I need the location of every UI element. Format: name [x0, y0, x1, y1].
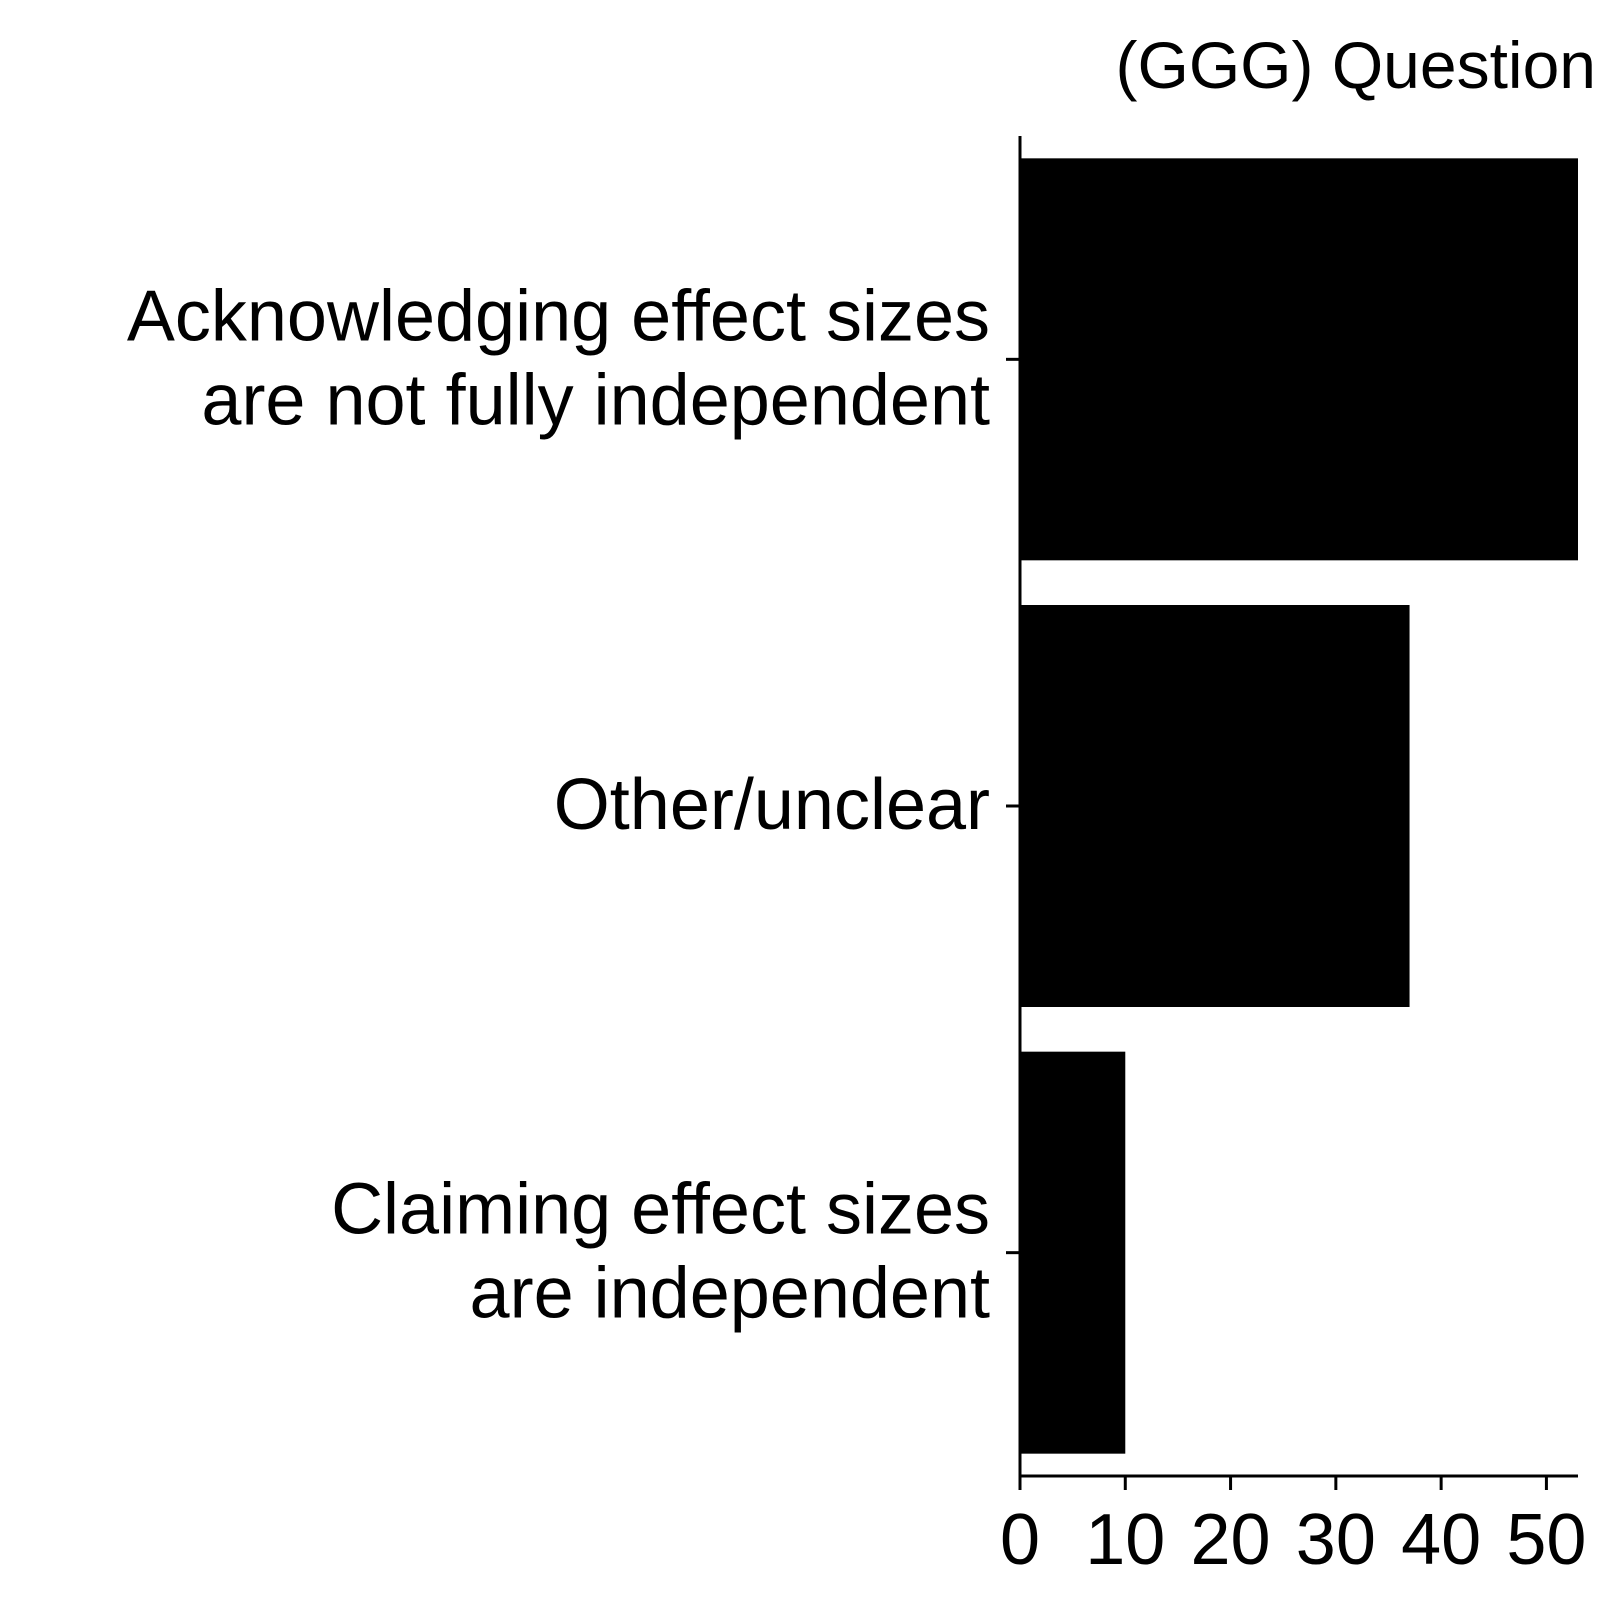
bar [1020, 1051, 1126, 1454]
bars-layer [1020, 158, 1578, 1454]
x-axis: 0 10 20 30 40 50 [1000, 1474, 1586, 1580]
x-tick-label: 50 [1506, 1500, 1586, 1580]
x-tick-label: 30 [1296, 1500, 1376, 1580]
x-tick-label: 10 [1085, 1500, 1165, 1580]
x-tick-label: 0 [1000, 1500, 1040, 1580]
category-label: are not fully independent [201, 360, 990, 440]
bar [1020, 605, 1410, 1007]
category-label: Other/unclear [554, 765, 990, 845]
category-label: are independent [470, 1254, 990, 1334]
x-tick-label: 40 [1401, 1500, 1481, 1580]
x-tick-label: 20 [1191, 1500, 1271, 1580]
category-label: Acknowledging effect sizes [127, 276, 990, 356]
chart-title: (GGG) Question [1116, 28, 1596, 102]
category-label: Claiming effect sizes [331, 1170, 990, 1250]
bar [1020, 158, 1578, 561]
